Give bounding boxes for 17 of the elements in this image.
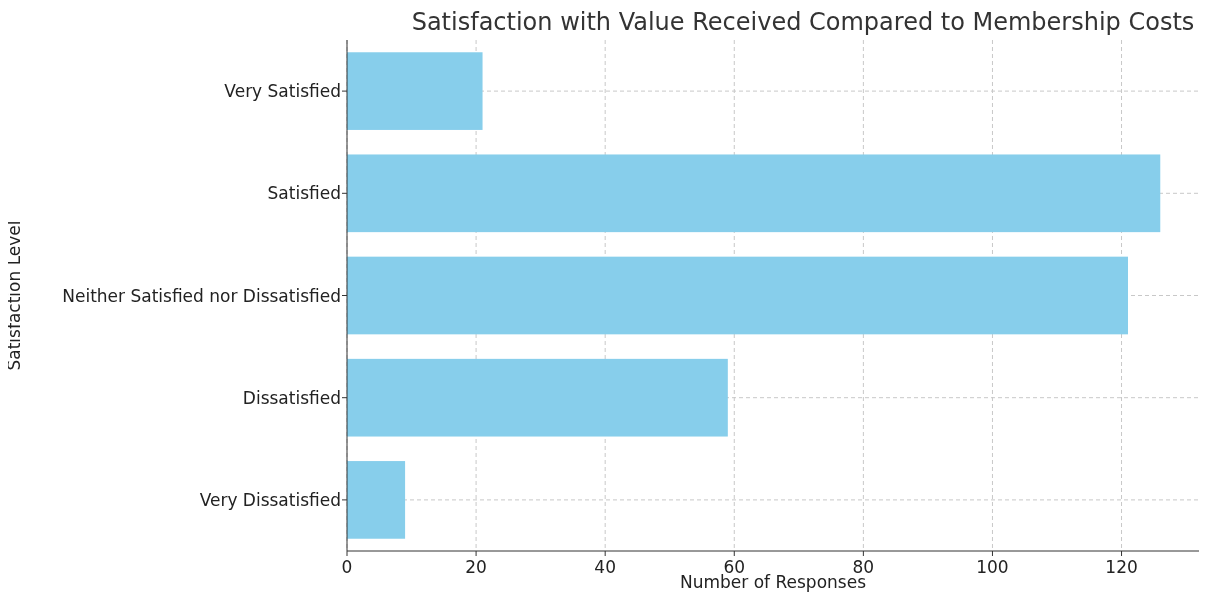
x-tick-label: 20 xyxy=(465,557,487,577)
chart-title: Satisfaction with Value Received Compared to Membership Costs xyxy=(411,8,1195,36)
x-tick-label: 100 xyxy=(976,557,1009,577)
y-tick-label: Dissatisfied xyxy=(242,387,341,408)
bar xyxy=(347,256,1128,335)
bar xyxy=(347,154,1161,233)
x-tick-label: 0 xyxy=(341,557,353,577)
y-tick-label: Neither Satisfied nor Dissatisfied xyxy=(62,285,341,306)
y-tick-label: Satisfied xyxy=(267,183,341,204)
bar xyxy=(347,52,483,130)
bar xyxy=(347,358,728,437)
x-tick-label: 120 xyxy=(1105,557,1138,577)
y-tick-label: Very Satisfied xyxy=(224,81,341,102)
x-tick-label: 40 xyxy=(594,557,616,577)
y-tick-label: Very Dissatisfied xyxy=(199,489,341,510)
y-axis-title: Satisfaction Level xyxy=(4,220,24,371)
bar xyxy=(347,461,406,539)
